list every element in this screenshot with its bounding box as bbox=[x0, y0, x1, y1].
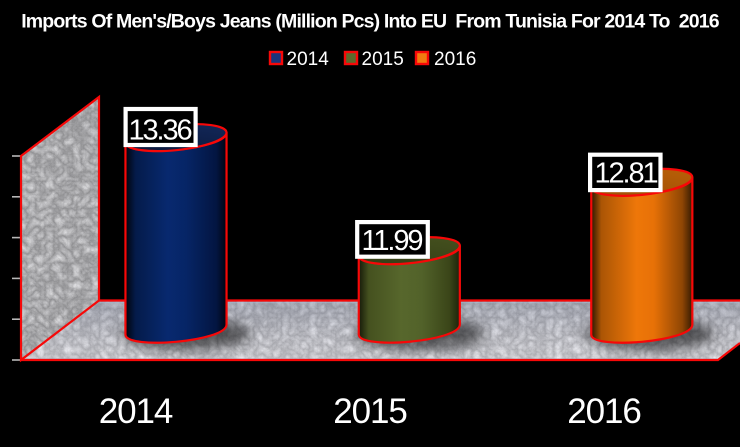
svg-text:Imports Of Men's/Boys Jeans (M: Imports Of Men's/Boys Jeans (Million Pcs… bbox=[21, 11, 720, 33]
svg-text:2015: 2015 bbox=[362, 49, 404, 70]
svg-text:2016: 2016 bbox=[567, 392, 640, 431]
svg-text:11.99: 11.99 bbox=[362, 225, 423, 257]
svg-text:2015: 2015 bbox=[333, 392, 406, 431]
svg-text:13.36: 13.36 bbox=[129, 115, 192, 147]
svg-text:2014: 2014 bbox=[287, 49, 330, 70]
svg-text:2014: 2014 bbox=[99, 392, 173, 431]
svg-text:12.81: 12.81 bbox=[595, 158, 658, 190]
svg-text:2016: 2016 bbox=[434, 49, 476, 70]
